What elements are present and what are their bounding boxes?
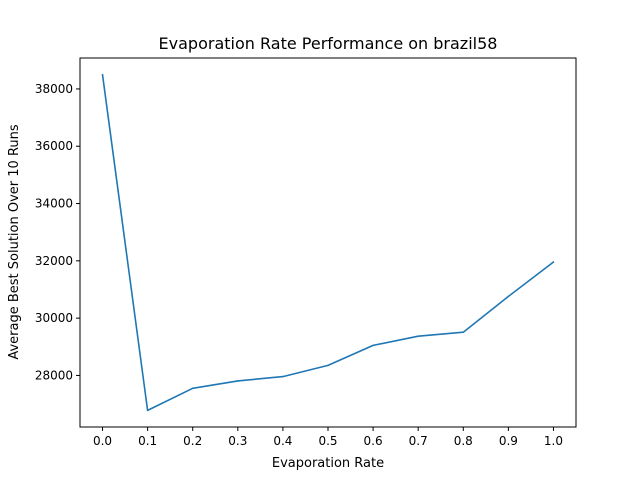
series-layer [101, 73, 555, 412]
y-axis-label: Average Best Solution Over 10 Runs [7, 124, 22, 360]
x-tick-label: 0.1 [138, 434, 157, 448]
y-axis-ticks: 28000 30000 32000 34000 36000 38000 [35, 82, 80, 382]
x-tick-label: 0.0 [93, 434, 112, 448]
x-tick-label: 0.3 [228, 434, 247, 448]
data-point [146, 409, 149, 412]
data-point [417, 335, 419, 337]
y-tick-label: 34000 [35, 197, 73, 211]
y-tick-label: 38000 [35, 82, 73, 96]
x-tick-label: 0.8 [454, 434, 473, 448]
y-tick-label: 36000 [35, 139, 73, 153]
x-tick-label: 0.7 [409, 434, 428, 448]
y-tick-label: 32000 [35, 254, 73, 268]
chart-title: Evaporation Rate Performance on brazil58 [159, 34, 498, 53]
x-tick-label: 0.6 [364, 434, 383, 448]
x-tick-label: 0.4 [273, 434, 292, 448]
series-line [101, 74, 554, 412]
data-point [552, 261, 555, 263]
data-point [101, 73, 104, 76]
data-point [191, 387, 194, 390]
plot-frame [79, 57, 577, 428]
y-tick-label: 28000 [35, 368, 73, 382]
data-point [507, 295, 510, 298]
x-axis-ticks: 0.0 0.1 0.2 0.3 0.4 0.5 0.6 0.7 0.8 0.9 1.0 [93, 427, 563, 448]
plot-area [79, 57, 577, 428]
x-tick-label: 0.2 [183, 434, 202, 448]
x-axis-label: Evaporation Rate [272, 456, 384, 471]
y-tick-label: 30000 [35, 311, 73, 325]
data-point [327, 364, 329, 367]
data-point [372, 344, 374, 347]
data-point [237, 380, 239, 382]
data-point [462, 331, 465, 333]
x-tick-label: 0.5 [318, 434, 337, 448]
x-tick-label: 1.0 [544, 434, 563, 448]
x-tick-label: 0.9 [499, 434, 518, 448]
data-point [282, 375, 284, 378]
